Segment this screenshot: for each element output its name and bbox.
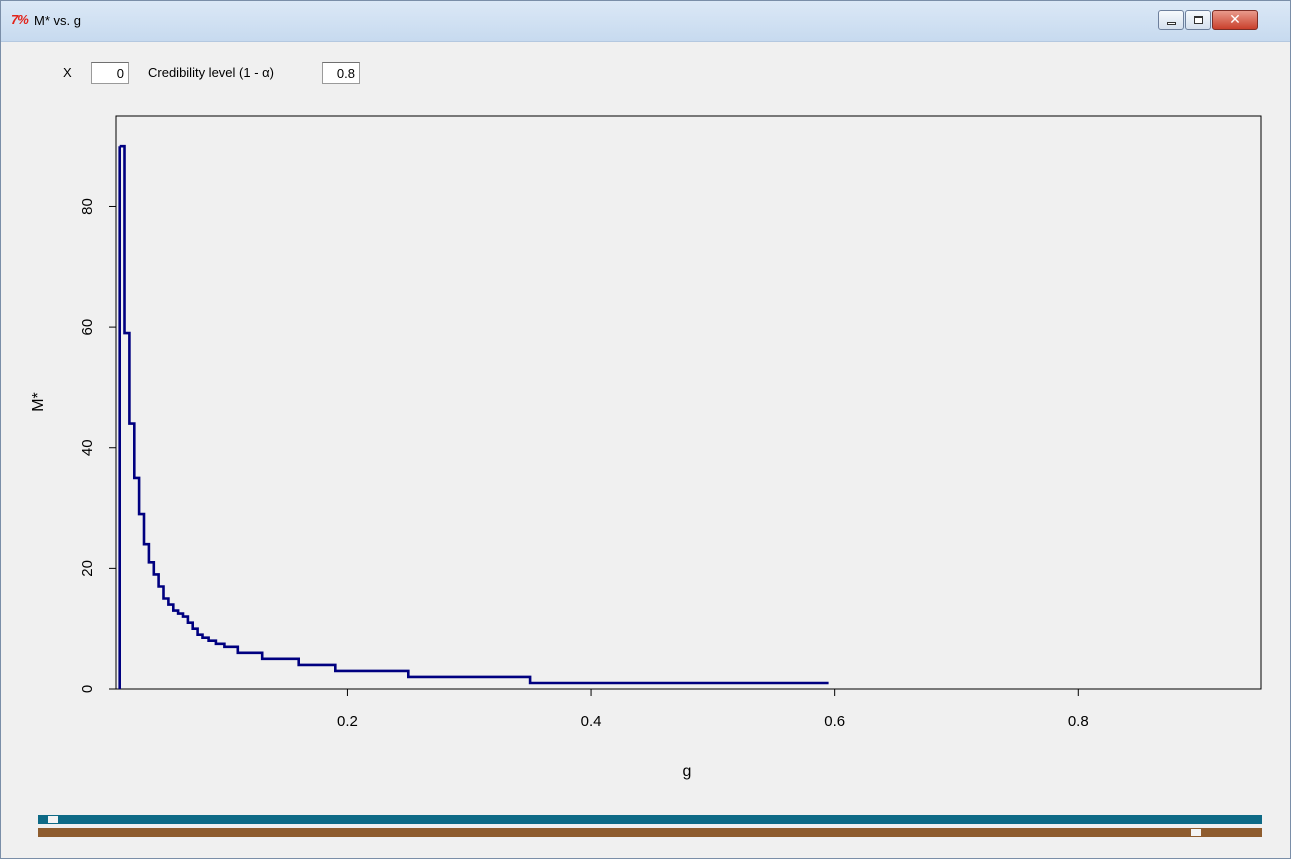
title-bar[interactable]: 7% M* vs. g ✕ bbox=[1, 1, 1290, 42]
x-tick-label: 0.2 bbox=[337, 713, 358, 730]
x-tick-label: 0.6 bbox=[824, 713, 845, 730]
credibility-label: Credibility level (1 - α) bbox=[148, 65, 274, 80]
series-layer bbox=[118, 144, 829, 689]
g-slider-bottom[interactable] bbox=[38, 828, 1262, 837]
x-axis: 0.2 0.4 0.6 0.8 bbox=[337, 689, 1089, 730]
minimize-icon bbox=[1167, 22, 1176, 25]
maximize-icon bbox=[1194, 16, 1203, 24]
plot-frame bbox=[115, 115, 1262, 690]
y-tick-label: 80 bbox=[79, 198, 96, 215]
y-tick-label: 40 bbox=[79, 439, 96, 456]
close-button[interactable]: ✕ bbox=[1212, 10, 1258, 30]
tk-feather-icon: 7% bbox=[11, 12, 29, 27]
y-axis: 0 20 40 60 80 bbox=[79, 198, 116, 693]
credibility-input[interactable] bbox=[322, 62, 360, 84]
series-line-0 bbox=[118, 144, 829, 689]
close-icon: ✕ bbox=[1229, 11, 1241, 27]
g-slider-top-handle[interactable] bbox=[47, 816, 58, 823]
x-axis-title: g bbox=[683, 763, 692, 780]
x-label: X bbox=[63, 65, 72, 80]
y-tick-label: 60 bbox=[79, 319, 96, 336]
y-axis-title: M* bbox=[30, 392, 47, 412]
g-slider-bottom-handle[interactable] bbox=[1191, 829, 1202, 836]
maximize-button[interactable] bbox=[1185, 10, 1211, 30]
x-tick-label: 0.4 bbox=[581, 713, 602, 730]
minimize-button[interactable] bbox=[1158, 10, 1184, 30]
x-tick-label: 0.8 bbox=[1068, 713, 1089, 730]
x-input[interactable] bbox=[91, 62, 129, 84]
y-tick-label: 20 bbox=[79, 560, 96, 577]
y-tick-label: 0 bbox=[79, 685, 96, 693]
g-slider-top[interactable] bbox=[38, 815, 1262, 824]
window-title: M* vs. g bbox=[34, 13, 81, 28]
